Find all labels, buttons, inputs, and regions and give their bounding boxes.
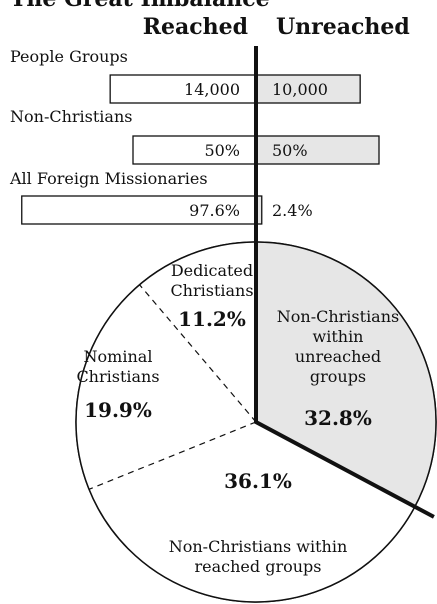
bar-reached <box>109 74 257 104</box>
bar-chart: People Groups 14,000 10,000 Non-Christians 5… <box>9 47 380 225</box>
pie-slice <box>256 242 436 507</box>
bar-value-unreached: 10,000 <box>272 80 328 99</box>
column-label-unreached: Unreached <box>276 14 410 40</box>
bar-unreached <box>255 135 380 165</box>
bar-category-label: People Groups <box>10 47 128 66</box>
pie-slice <box>139 242 256 422</box>
pie-slice-divider <box>88 421 257 490</box>
bar-value-reached: 97.6% <box>189 201 240 220</box>
bar-category-label: Non-Christians <box>10 107 132 126</box>
pie-slice-divider <box>139 284 257 423</box>
bar-category-label: All Foreign Missionaries <box>9 169 208 188</box>
bar-value-reached: 50% <box>204 141 240 160</box>
divider-line <box>254 46 435 519</box>
bar-reached <box>132 135 257 165</box>
pie-slice-value: 19.9% <box>84 398 152 422</box>
pie-slice-label: Non-Christians within reached groups <box>169 537 348 576</box>
bar-reached <box>21 195 257 225</box>
pie-slice <box>76 284 257 490</box>
reached-unreached-divider <box>254 46 435 519</box>
pie-slice-value: 36.1% <box>224 469 292 493</box>
pie-slice <box>89 422 415 602</box>
pie-slice-label: Non-Christians within unreached groups <box>277 307 399 386</box>
pie-slice-value: 11.2% <box>178 307 246 331</box>
pie-slice-label: Nominal Christians <box>76 347 159 386</box>
pie-slice-label: Dedicated Christians <box>170 261 253 300</box>
bar-value-unreached: 50% <box>272 141 308 160</box>
bar-value-unreached: 2.4% <box>272 201 313 220</box>
column-label-reached: Reached <box>143 14 248 40</box>
bar-unreached <box>255 74 361 104</box>
chart-title: The Great Imbalance <box>10 0 270 12</box>
bar-value-reached: 14,000 <box>184 80 240 99</box>
pie-slice-value: 32.8% <box>304 406 372 430</box>
